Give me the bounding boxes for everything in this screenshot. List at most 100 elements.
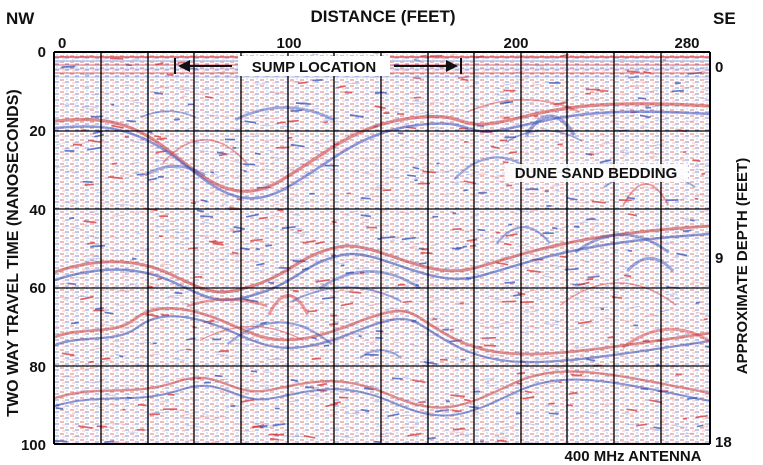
radar-reflection-stroke [464, 183, 473, 185]
radar-reflection-stroke [599, 108, 606, 111]
radar-reflection-stroke [548, 366, 561, 370]
antenna-label: 400 MHz ANTENNA [565, 448, 702, 465]
radar-reflection-stroke [160, 375, 168, 378]
radar-reflection-stroke [376, 332, 387, 334]
radar-reflection-stroke [130, 140, 144, 144]
reflector-band-7 [54, 370, 710, 409]
radar-reflection-stroke [573, 225, 580, 228]
diffraction-hyperbola [199, 325, 304, 342]
radar-reflection-stroke [260, 321, 267, 325]
radar-reflection-stroke [394, 122, 401, 125]
radar-reflection-stroke [452, 409, 462, 413]
radar-reflection-stroke [407, 174, 416, 178]
radar-reflection-stroke [205, 417, 218, 421]
radar-reflection-stroke [194, 262, 201, 264]
radar-reflection-stroke [491, 325, 504, 329]
radar-reflection-stroke [627, 249, 633, 252]
radar-reflection-stroke [189, 417, 201, 420]
radar-reflection-stroke [701, 172, 706, 176]
radar-reflection-stroke [589, 147, 594, 150]
radar-reflection-stroke [588, 152, 595, 156]
radar-reflection-stroke [355, 250, 367, 252]
radar-reflection-stroke [594, 151, 604, 155]
radar-reflection-stroke [439, 170, 454, 173]
radar-reflection-stroke [149, 412, 164, 414]
radar-reflection-stroke [273, 91, 281, 95]
top-tick-0: 0 [58, 35, 66, 52]
radar-reflection-stroke [87, 106, 99, 110]
radar-reflection-stroke [401, 414, 412, 417]
radar-reflection-stroke [215, 333, 221, 336]
radar-reflection-stroke [406, 398, 417, 402]
radar-reflection-stroke [232, 230, 242, 233]
radar-reflection-stroke [128, 283, 138, 286]
dune-sand-annotation: DUNE SAND BEDDING [505, 164, 688, 182]
radar-reflection-stroke [164, 236, 178, 239]
radar-reflection-stroke [335, 423, 340, 426]
radar-reflection-stroke [412, 100, 427, 104]
radar-reflection-stroke [598, 282, 604, 285]
radar-reflection-stroke [697, 70, 707, 73]
radar-reflection-stroke [573, 417, 583, 420]
radar-reflection-stroke [246, 213, 259, 218]
radar-reflection-stroke [450, 394, 465, 398]
radar-reflection-stroke [100, 359, 112, 363]
radar-reflection-stroke [213, 416, 227, 418]
radar-reflection-stroke [543, 382, 556, 385]
radar-reflection-stroke [620, 149, 628, 152]
radar-reflection-stroke [478, 172, 483, 174]
radar-reflection-stroke [251, 424, 265, 429]
radar-reflection-stroke [448, 417, 462, 421]
radar-reflection-stroke [272, 358, 286, 361]
radar-reflection-stroke [100, 323, 111, 327]
top-tick-200: 200 [503, 35, 528, 52]
radar-reflection-stroke [705, 395, 710, 397]
diffraction-hyperbola [524, 114, 577, 137]
radar-reflection-stroke [168, 201, 182, 204]
radar-reflection-stroke [490, 297, 502, 301]
radar-reflection-stroke [233, 226, 246, 230]
radar-reflection-stroke [496, 339, 501, 341]
radar-reflection-stroke [202, 88, 217, 91]
radar-reflection-stroke [478, 322, 484, 324]
radar-reflection-stroke [601, 403, 611, 406]
radar-reflection-stroke [217, 245, 230, 250]
radar-reflection-stroke [96, 425, 107, 428]
radar-reflection-stroke [335, 330, 346, 334]
radar-reflection-stroke [80, 223, 87, 226]
radar-reflection-stroke [208, 240, 223, 244]
radar-reflection-stroke [330, 289, 343, 293]
radar-reflection-stroke [414, 179, 418, 182]
left-tick-80: 80 [29, 359, 46, 376]
diffraction-hyperbola [496, 226, 551, 245]
radar-reflection-stroke [487, 384, 497, 387]
radar-reflection-stroke [491, 240, 500, 243]
radar-reflection-stroke [655, 223, 660, 226]
radar-reflection-stroke [334, 401, 341, 404]
radar-reflection-stroke [182, 187, 190, 190]
radar-reflection-stroke [636, 423, 648, 427]
radar-reflection-stroke [414, 330, 427, 333]
radar-reflection-stroke [233, 128, 241, 130]
radar-reflection-stroke [157, 326, 167, 330]
radar-reflection-stroke [292, 231, 306, 236]
radar-reflection-stroke [225, 355, 236, 358]
radar-reflection-stroke [374, 105, 386, 110]
radar-reflection-stroke [483, 238, 488, 240]
radar-reflection-stroke [503, 425, 516, 429]
radar-reflection-stroke [580, 322, 594, 326]
radar-reflection-stroke [559, 255, 567, 258]
radar-reflection-stroke [593, 306, 608, 309]
radar-reflection-stroke [676, 252, 688, 257]
radar-reflection-stroke [240, 398, 255, 403]
radar-reflection-stroke [225, 229, 240, 233]
radar-reflection-stroke [468, 259, 478, 263]
radar-reflection-stroke [517, 244, 526, 247]
radar-reflection-stroke [536, 298, 543, 301]
radar-reflection-stroke [178, 87, 194, 89]
top-axis-title: DISTANCE (FEET) [310, 7, 455, 26]
radar-reflection-stroke [303, 434, 316, 439]
radar-reflection-stroke [375, 315, 385, 319]
radar-reflection-stroke [626, 196, 636, 200]
radar-reflection-stroke [272, 334, 281, 338]
